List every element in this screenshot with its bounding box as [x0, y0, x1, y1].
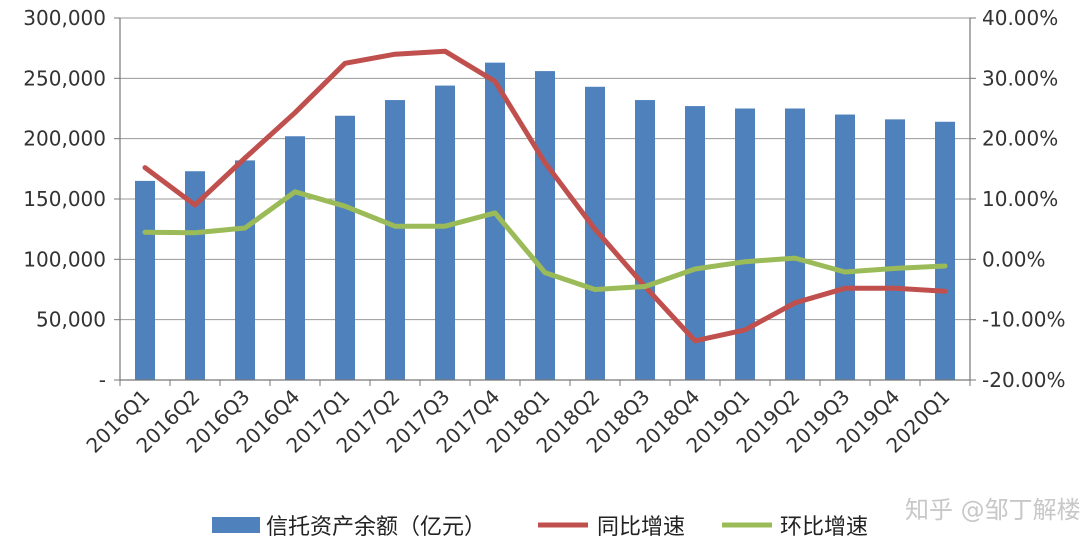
- bar: [185, 171, 205, 380]
- bar: [435, 85, 455, 380]
- y-right-tick-label: -10.00%: [982, 308, 1065, 332]
- bar: [585, 86, 605, 380]
- bar: [385, 100, 405, 380]
- bar: [685, 106, 705, 380]
- bar: [885, 119, 905, 381]
- bar: [935, 121, 955, 381]
- bar: [235, 160, 255, 380]
- left-axis-ticks: - 50,000 100,000 150,000 200,000 250,000 300,0…: [23, 6, 106, 392]
- y-left-tick-label: 100,000: [23, 247, 106, 271]
- y-right-tick-label: 0.00%: [982, 247, 1046, 271]
- yoy-growth-line: [142, 48, 948, 344]
- bar: [635, 100, 655, 380]
- legend: 信托资产余额（亿元） 同比增速 环比增速: [212, 515, 868, 540]
- x-axis-ticks: 2016Q12016Q22016Q32016Q42017Q12017Q22017…: [81, 385, 954, 458]
- y-left-tick-label: 50,000: [36, 308, 106, 332]
- y-right-tick-label: 20.00%: [982, 127, 1058, 151]
- bar: [835, 114, 855, 381]
- y-left-tick-label: 300,000: [23, 6, 106, 30]
- bar: [285, 136, 305, 380]
- watermark: 知乎 @邹丁解楼: [905, 496, 1081, 524]
- legend-label-yoy: 同比增速: [597, 515, 685, 540]
- bar: [485, 62, 505, 380]
- line-series: [142, 48, 948, 344]
- bar: [785, 108, 805, 380]
- qoq-growth-line: [142, 189, 948, 292]
- y-left-tick-label: -: [99, 368, 106, 392]
- right-axis-ticks: -20.00% -10.00% 0.00% 10.00% 20.00% 30.00% 40.…: [982, 6, 1065, 392]
- axes: [114, 17, 976, 386]
- y-right-tick-label: 30.00%: [982, 66, 1058, 90]
- bar-series: [135, 62, 955, 381]
- bar: [735, 108, 755, 380]
- y-left-tick-label: 250,000: [23, 66, 106, 90]
- legend-label-qoq: 环比增速: [780, 515, 868, 540]
- y-right-tick-label: 10.00%: [982, 187, 1058, 211]
- bar: [135, 180, 155, 380]
- bar: [335, 115, 355, 381]
- y-right-tick-label: -20.00%: [982, 368, 1065, 392]
- legend-swatch-balance: [212, 517, 260, 533]
- legend-label-balance: 信托资产余额（亿元）: [266, 515, 486, 540]
- y-left-tick-label: 150,000: [23, 187, 106, 211]
- bar: [535, 71, 555, 381]
- y-right-tick-label: 40.00%: [982, 6, 1058, 30]
- y-left-tick-label: 200,000: [23, 127, 106, 151]
